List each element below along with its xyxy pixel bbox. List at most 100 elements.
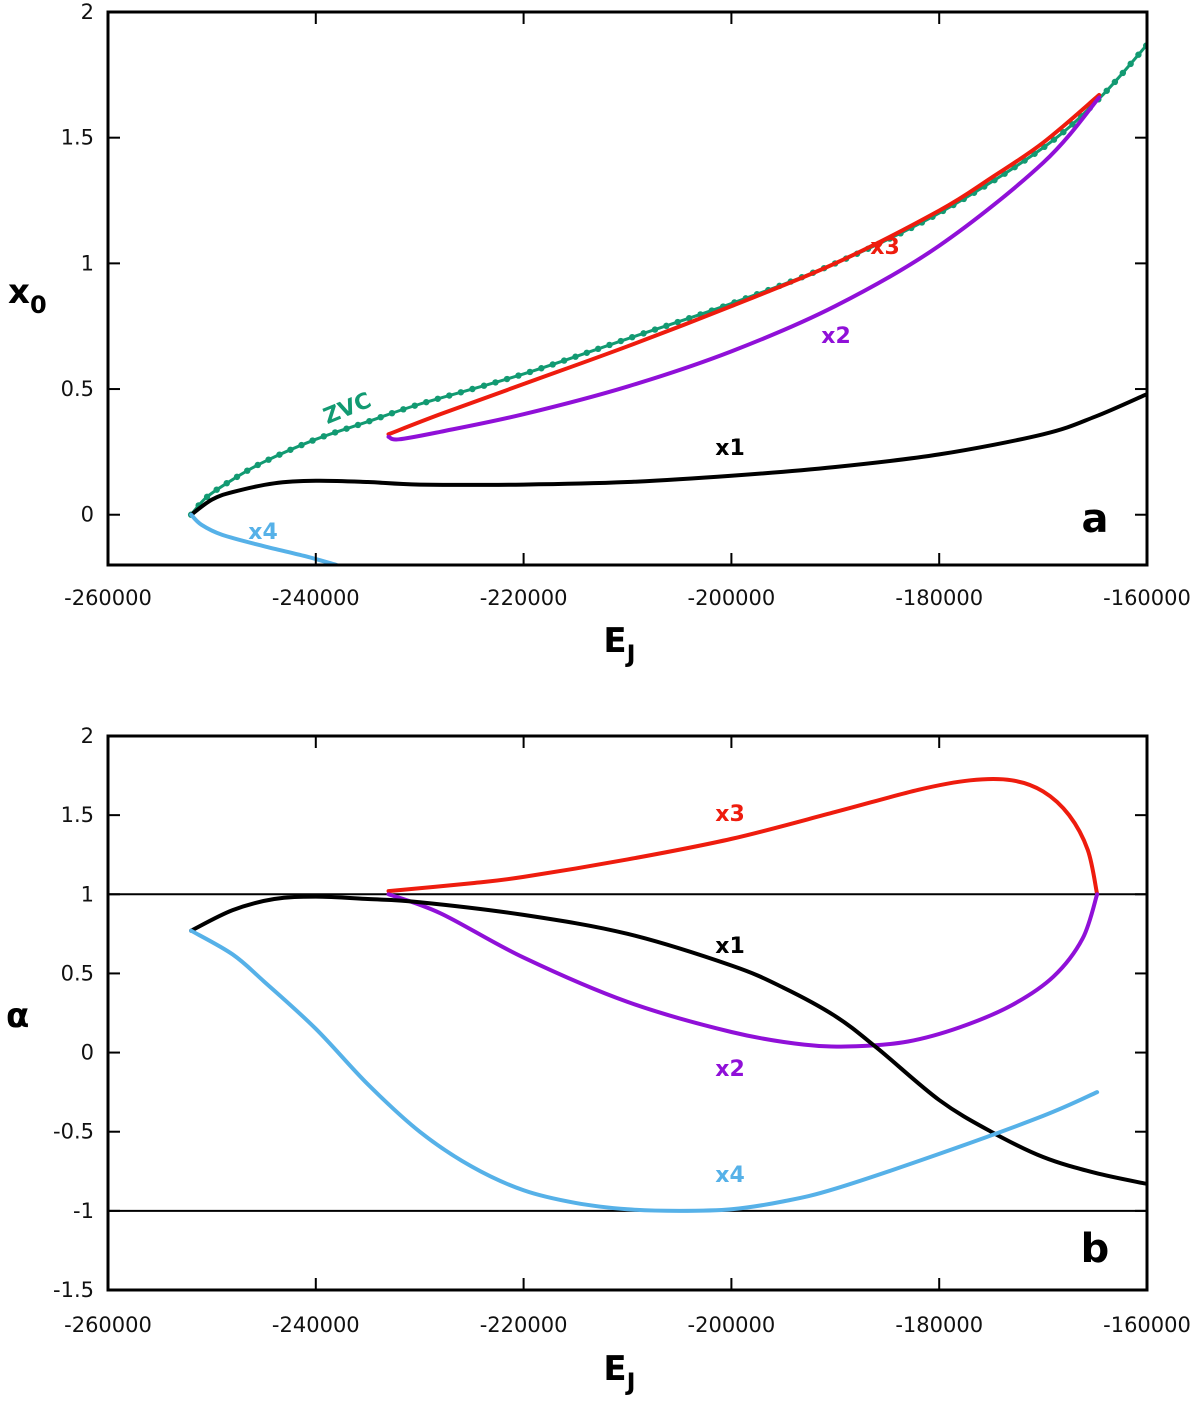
x-tick-label: -220000 [480,1313,568,1337]
y-tick-label: 1.5 [61,803,94,827]
series-line-x1 [189,392,1147,517]
series-label-x3: x3 [870,235,900,260]
series-label-x4: x4 [715,1163,745,1188]
series-marker-zvc [1069,121,1076,128]
series-marker-zvc [538,365,545,372]
x-axis-title: EJ [603,621,635,668]
series-marker-zvc [594,345,602,353]
series-marker-zvc [572,353,579,360]
series-marker-zvc [254,461,261,469]
series-label-x3: x3 [715,802,745,827]
series-x3 [386,777,1100,897]
series-x1 [189,894,1147,1186]
series-line-x1 [189,894,1147,1186]
series-marker-zvc [515,372,522,379]
series-marker-zvc [265,456,272,463]
x-tick-label: -220000 [480,586,568,610]
series-marker-zvc [628,333,636,341]
y-tick-label: 1 [81,251,94,275]
series-marker-zvc [1050,136,1058,143]
x-axis-title-main: E [603,1349,626,1389]
series-marker-zvc [223,479,230,487]
series-label-x2: x2 [715,1057,745,1082]
y-tick-label: -1 [73,1199,94,1223]
series-label-x1: x1 [715,436,745,461]
series-marker-zvc [583,349,591,356]
series-zvc [187,42,1147,518]
series-marker-zvc [446,392,453,399]
x-tick-label: -160000 [1103,586,1191,610]
series-x2 [386,95,1102,442]
series-marker-zvc [549,361,556,368]
series-marker-zvc [663,322,670,330]
y-tick-label: 0.5 [61,377,94,401]
series-line-x3 [386,92,1102,437]
panel-b-plot: x3 x2 x1 x4 -260000 -240000 -220000 -200000 -180… [6,724,1191,1396]
y-axis-title: x0 [8,272,47,319]
y-tick-label: 0 [81,503,94,527]
series-x2 [386,892,1100,1049]
series-line-x4 [189,928,1100,1213]
series-marker-zvc [1060,128,1067,136]
series-label-x1: x1 [715,934,745,959]
series-marker-zvc [320,433,328,440]
series-marker-zvc [457,389,465,396]
series-marker-zvc [617,337,625,345]
series-line-x4 [189,512,339,565]
y-tick-label: 1.5 [61,126,94,150]
series-marker-zvc [1135,51,1142,58]
x-tick-label: -200000 [688,1313,776,1337]
series-marker-zvc [503,375,511,383]
series-line-x3 [386,777,1100,897]
y-axis-title-sub: 0 [30,291,47,319]
x-axis-title-main: E [603,621,626,661]
series-marker-zvc [1103,87,1110,94]
series-marker-zvc [213,486,220,493]
series-marker-zvc [343,425,350,432]
x-tick-label: -260000 [64,586,152,610]
series-marker-zvc [685,315,693,322]
series-marker-zvc [411,402,418,409]
series-marker-zvc [1119,69,1127,77]
series-marker-zvc [606,341,613,349]
series-marker-zvc [309,437,316,444]
series-marker-zvc [233,473,241,481]
series-marker-zvc [1127,60,1134,68]
series-label-x4: x4 [248,520,278,545]
series-marker-zvc [354,421,362,429]
series-marker-zvc [366,417,373,425]
series-marker-zvc [331,429,339,436]
y-tick-label: -0.5 [53,1120,94,1144]
series-marker-zvc [651,326,659,333]
series-marker-zvc [560,357,568,364]
series-line-x2 [386,95,1102,442]
series-marker-zvc [469,385,476,393]
x-axis-title-sub: J [625,640,636,668]
series-x4 [189,512,339,565]
x-tick-label: -180000 [895,586,983,610]
x-tick-label: -160000 [1103,1313,1191,1337]
series-marker-zvc [674,318,681,326]
x-tick-label: -200000 [688,586,776,610]
series-marker-zvc [423,398,430,406]
series-marker-zvc [276,451,283,458]
panel-label: a [1082,496,1109,542]
y-tick-label: 0 [81,1041,94,1065]
y-tick-label: 2 [81,724,94,748]
plot-frame [106,10,1149,567]
series-line-x2 [386,892,1100,1049]
y-tick-label: 1 [81,882,94,906]
x-tick-label: -180000 [895,1313,983,1337]
series-label-x2: x2 [821,324,851,349]
x-axis-title-sub: J [625,1368,636,1396]
series-marker-zvc [1111,78,1119,86]
series-marker-zvc [480,382,488,389]
panel-label: b [1081,1226,1110,1272]
y-axis-title-main: α [6,996,29,1036]
x-tick-label: -260000 [64,1313,152,1337]
series-marker-zvc [298,441,305,449]
series-marker-zvc [203,493,211,501]
series-x1 [189,392,1147,517]
